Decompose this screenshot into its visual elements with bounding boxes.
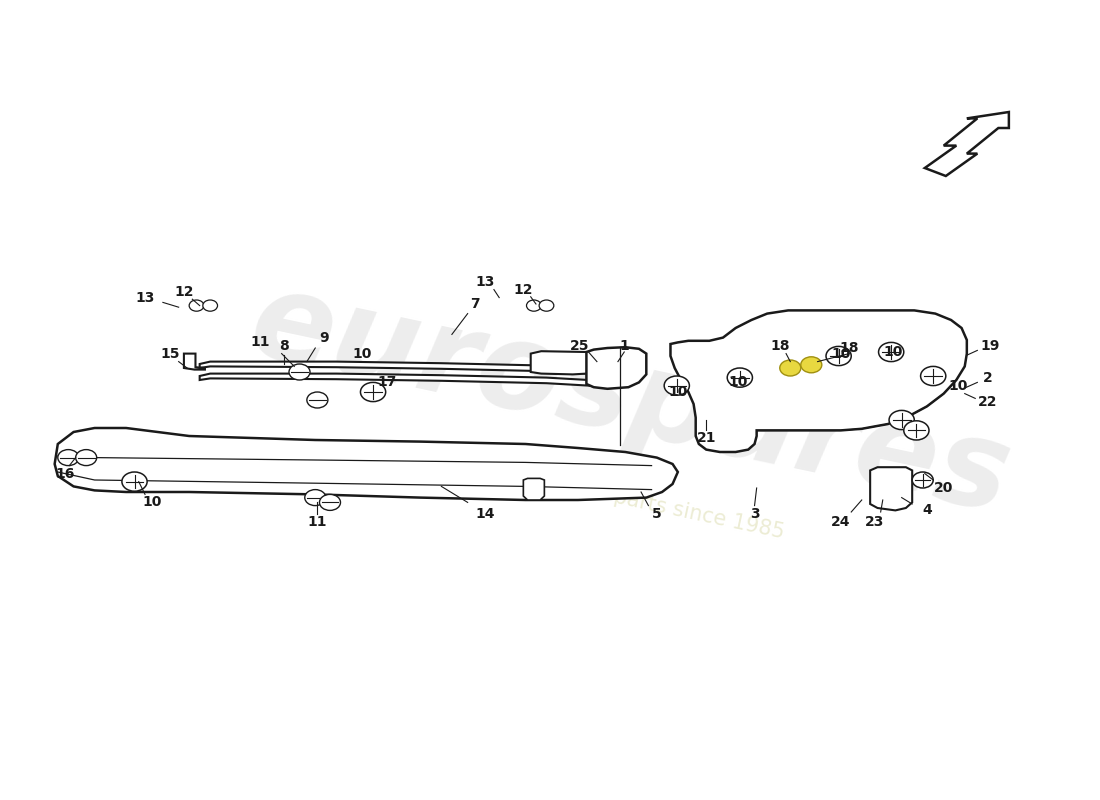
Circle shape: [879, 342, 904, 362]
Polygon shape: [925, 112, 1009, 176]
Text: 4: 4: [922, 503, 932, 518]
Text: 2: 2: [983, 370, 992, 385]
Text: 11: 11: [251, 335, 271, 350]
Circle shape: [826, 346, 851, 366]
Text: 10: 10: [948, 378, 968, 393]
Circle shape: [189, 300, 204, 311]
Circle shape: [889, 410, 914, 430]
Circle shape: [58, 450, 79, 466]
Text: 23: 23: [865, 514, 884, 529]
Circle shape: [780, 360, 801, 376]
Text: 7: 7: [470, 297, 480, 311]
Circle shape: [122, 472, 147, 491]
Circle shape: [527, 300, 541, 311]
Polygon shape: [200, 362, 604, 376]
Text: 9: 9: [319, 330, 329, 345]
Circle shape: [319, 494, 341, 510]
Text: 3: 3: [750, 506, 759, 521]
Circle shape: [307, 392, 328, 408]
Text: 10: 10: [728, 375, 747, 390]
Text: 13: 13: [476, 274, 495, 289]
Polygon shape: [671, 310, 967, 452]
Circle shape: [801, 357, 822, 373]
Text: 15: 15: [161, 346, 180, 361]
Circle shape: [361, 382, 386, 402]
Circle shape: [921, 366, 946, 386]
Polygon shape: [55, 428, 678, 500]
Circle shape: [539, 300, 553, 311]
Text: 10: 10: [883, 345, 903, 359]
Text: a passion for parts since 1985: a passion for parts since 1985: [474, 458, 786, 542]
Polygon shape: [200, 374, 604, 388]
Text: 1: 1: [619, 338, 629, 353]
Text: 14: 14: [476, 506, 495, 521]
Circle shape: [904, 421, 930, 440]
Text: 10: 10: [668, 385, 688, 399]
Text: 24: 24: [830, 514, 850, 529]
Text: 10: 10: [143, 495, 162, 510]
Circle shape: [664, 376, 690, 395]
Circle shape: [202, 300, 218, 311]
Text: 11: 11: [308, 514, 327, 529]
Text: 8: 8: [279, 338, 288, 353]
Text: 10: 10: [353, 346, 372, 361]
Circle shape: [305, 490, 326, 506]
Text: 10: 10: [830, 346, 850, 361]
Text: 18: 18: [839, 341, 859, 355]
Text: eurospares: eurospares: [241, 262, 1021, 538]
Circle shape: [76, 450, 97, 466]
Text: 13: 13: [135, 290, 155, 305]
Polygon shape: [184, 354, 205, 370]
Circle shape: [727, 368, 752, 387]
Polygon shape: [530, 351, 594, 374]
Text: 25: 25: [570, 338, 590, 353]
Text: 12: 12: [514, 282, 534, 297]
Circle shape: [912, 472, 933, 488]
Text: 20: 20: [934, 481, 954, 495]
Polygon shape: [586, 347, 647, 389]
Text: 21: 21: [696, 431, 716, 446]
Text: 16: 16: [55, 466, 75, 481]
Text: 18: 18: [770, 338, 790, 353]
Text: 17: 17: [377, 375, 396, 390]
Polygon shape: [524, 478, 544, 500]
Text: 5: 5: [652, 506, 662, 521]
Text: 12: 12: [174, 285, 194, 299]
Polygon shape: [870, 467, 912, 510]
Circle shape: [289, 364, 310, 380]
Text: 22: 22: [978, 394, 998, 409]
Text: 19: 19: [980, 338, 1000, 353]
